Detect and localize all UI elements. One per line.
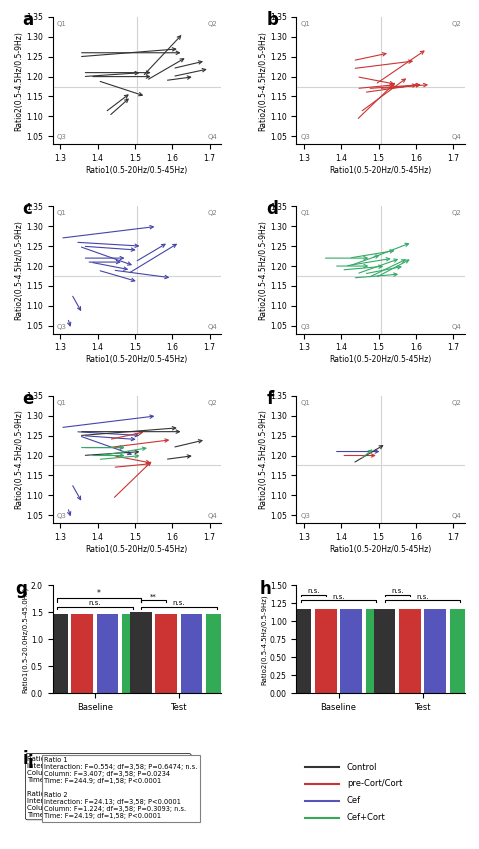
Y-axis label: Ratio2(0.5-4.5Hz/0.5-9Hz): Ratio2(0.5-4.5Hz/0.5-9Hz) [261,594,267,684]
Text: n.s.: n.s. [332,594,345,600]
X-axis label: Ratio1(0.5-20Hz/0.5-45Hz): Ratio1(0.5-20Hz/0.5-45Hz) [86,166,188,175]
Text: Q3: Q3 [300,323,310,329]
Bar [130,612,152,694]
Text: Q3: Q3 [300,513,310,519]
Text: Q3: Q3 [57,134,66,140]
Text: i: i [27,754,33,773]
Text: Q1: Q1 [300,400,310,406]
Text: Q2: Q2 [451,211,461,216]
Text: h: h [260,580,271,598]
Text: Ratio 1
Interaction: F=0.554; df=3,58; P=0.6474; n.s.
Column: F=3.407; df=3,58; : Ratio 1 Interaction: F=0.554; df=3,58; P… [27,756,189,818]
Text: n.s.: n.s. [416,594,429,600]
Bar [71,614,93,694]
Bar [97,614,118,694]
Text: Q2: Q2 [451,400,461,406]
Text: Q2: Q2 [207,400,217,406]
Text: Q2: Q2 [207,211,217,216]
Text: a: a [23,11,34,29]
Text: Q4: Q4 [451,134,461,140]
Bar [156,614,177,694]
Text: Cef: Cef [347,796,361,805]
Text: Q3: Q3 [57,513,66,519]
Text: d: d [266,200,278,218]
Bar [315,609,337,694]
Text: Cef+Cort: Cef+Cort [347,813,386,822]
Text: Q2: Q2 [451,21,461,27]
Text: Q1: Q1 [300,211,310,216]
Text: Q1: Q1 [57,400,66,406]
X-axis label: Ratio1(0.5-20Hz/0.5-45Hz): Ratio1(0.5-20Hz/0.5-45Hz) [330,355,432,364]
Y-axis label: Ratio2(0.5-4.5Hz/0.5-9Hz): Ratio2(0.5-4.5Hz/0.5-9Hz) [258,31,267,131]
X-axis label: Ratio1(0.5-20Hz/0.5-45Hz): Ratio1(0.5-20Hz/0.5-45Hz) [86,544,188,554]
Text: Q4: Q4 [207,513,217,519]
Bar [181,614,202,694]
Bar [450,609,471,694]
Text: Q1: Q1 [57,211,66,216]
Y-axis label: Ratio2(0.5-4.5Hz/0.5-9Hz): Ratio2(0.5-4.5Hz/0.5-9Hz) [258,220,267,320]
Text: Ratio 1
Interaction: F=0.554; df=3,58; P=0.6474; n.s.
Column: F=3.407; df=3,58; : Ratio 1 Interaction: F=0.554; df=3,58; P… [44,757,198,819]
Bar [206,614,228,694]
Text: e: e [23,390,34,408]
Bar [46,614,68,694]
Text: g: g [16,580,28,598]
Bar [341,609,362,694]
Text: Q4: Q4 [451,513,461,519]
Text: f: f [266,390,274,408]
Text: Q4: Q4 [207,134,217,140]
Y-axis label: Ratio2(0.5-4.5Hz/0.5-9Hz): Ratio2(0.5-4.5Hz/0.5-9Hz) [14,409,23,509]
Text: Q2: Q2 [207,21,217,27]
Text: Q1: Q1 [300,21,310,27]
X-axis label: Ratio1(0.5-20Hz/0.5-45Hz): Ratio1(0.5-20Hz/0.5-45Hz) [86,355,188,364]
Text: Control: Control [347,762,377,772]
Text: i: i [23,750,28,767]
Text: Q4: Q4 [451,323,461,329]
Bar [290,609,311,694]
Text: Q1: Q1 [57,21,66,27]
Text: Q3: Q3 [57,323,66,329]
Y-axis label: Ratio2(0.5-4.5Hz/0.5-9Hz): Ratio2(0.5-4.5Hz/0.5-9Hz) [14,31,23,131]
Y-axis label: Ratio2(0.5-4.5Hz/0.5-9Hz): Ratio2(0.5-4.5Hz/0.5-9Hz) [258,409,267,509]
Text: Q3: Q3 [300,134,310,140]
Text: pre-Cort/Cort: pre-Cort/Cort [347,779,402,789]
Text: n.s.: n.s. [89,600,101,606]
Bar [424,609,446,694]
X-axis label: Ratio1(0.5-20Hz/0.5-45Hz): Ratio1(0.5-20Hz/0.5-45Hz) [330,544,432,554]
Text: Q4: Q4 [207,323,217,329]
X-axis label: Ratio1(0.5-20Hz/0.5-45Hz): Ratio1(0.5-20Hz/0.5-45Hz) [330,166,432,175]
Bar [365,609,387,694]
Bar [374,609,396,694]
Text: n.s.: n.s. [391,588,404,594]
Text: **: ** [150,593,157,599]
Text: b: b [266,11,278,29]
Y-axis label: Ratio2(0.5-4.5Hz/0.5-9Hz): Ratio2(0.5-4.5Hz/0.5-9Hz) [14,220,23,320]
Bar [122,614,143,694]
Text: c: c [23,200,32,218]
Y-axis label: Ratio1(0.5-20.0Hz/0.5-45.0Hz): Ratio1(0.5-20.0Hz/0.5-45.0Hz) [22,586,28,693]
Text: *: * [97,588,101,598]
Bar [399,609,421,694]
Text: n.s.: n.s. [307,588,319,594]
Text: n.s.: n.s. [172,600,185,606]
